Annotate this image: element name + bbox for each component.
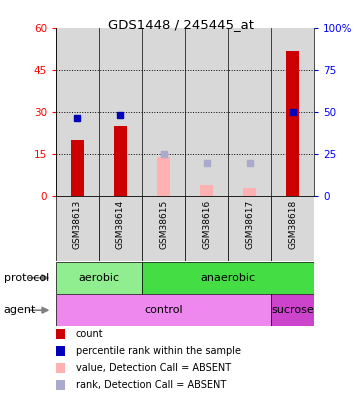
Bar xyxy=(56,262,142,294)
Bar xyxy=(99,28,142,196)
Bar xyxy=(243,188,256,196)
Bar xyxy=(142,196,185,261)
Bar xyxy=(56,294,271,326)
Bar xyxy=(56,28,99,196)
Bar xyxy=(200,185,213,196)
Text: rank, Detection Call = ABSENT: rank, Detection Call = ABSENT xyxy=(76,380,226,390)
Bar xyxy=(228,196,271,261)
Bar xyxy=(99,196,142,261)
Bar xyxy=(142,28,185,196)
Bar xyxy=(114,126,127,196)
Bar xyxy=(271,28,314,196)
Text: protocol: protocol xyxy=(4,273,49,283)
Text: aerobic: aerobic xyxy=(78,273,119,283)
Bar xyxy=(286,51,299,196)
Text: GSM38613: GSM38613 xyxy=(73,200,82,249)
Text: GDS1448 / 245445_at: GDS1448 / 245445_at xyxy=(108,18,253,31)
Bar xyxy=(157,157,170,196)
Text: anaerobic: anaerobic xyxy=(200,273,256,283)
Text: GSM38615: GSM38615 xyxy=(159,200,168,249)
Bar xyxy=(71,141,84,196)
Bar xyxy=(56,196,99,261)
Bar xyxy=(185,28,228,196)
Text: sucrose: sucrose xyxy=(271,305,314,315)
Text: GSM38618: GSM38618 xyxy=(288,200,297,249)
Text: control: control xyxy=(144,305,183,315)
Bar xyxy=(185,196,228,261)
Bar xyxy=(142,262,314,294)
Text: GSM38617: GSM38617 xyxy=(245,200,254,249)
Text: percentile rank within the sample: percentile rank within the sample xyxy=(76,346,241,356)
Text: GSM38616: GSM38616 xyxy=(202,200,211,249)
Bar xyxy=(271,294,314,326)
Text: count: count xyxy=(76,329,104,339)
Text: GSM38614: GSM38614 xyxy=(116,200,125,249)
Text: agent: agent xyxy=(4,305,36,315)
Bar xyxy=(228,28,271,196)
Text: value, Detection Call = ABSENT: value, Detection Call = ABSENT xyxy=(76,363,231,373)
Bar xyxy=(271,196,314,261)
